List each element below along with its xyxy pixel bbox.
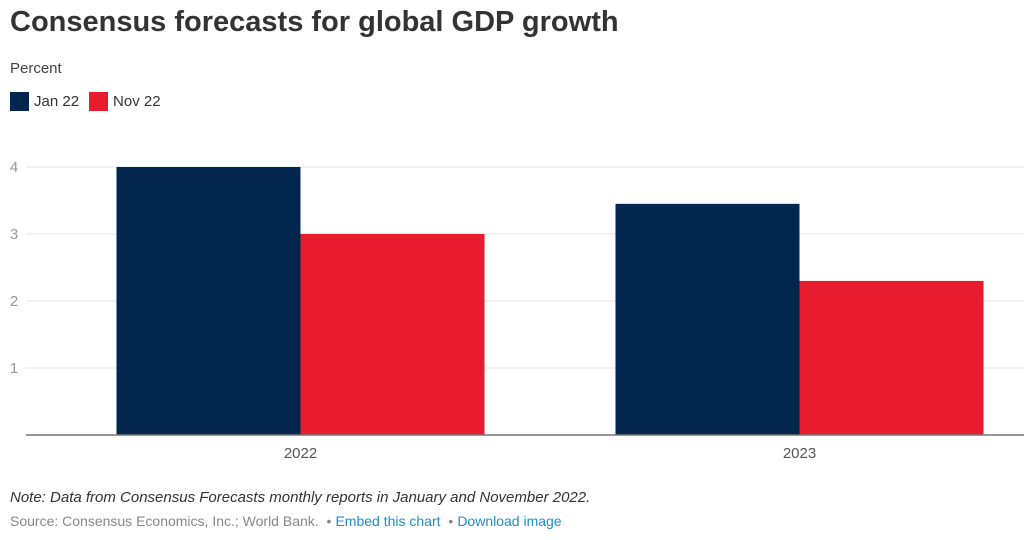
separator: • [448, 513, 454, 529]
legend-label-nov22: Nov 22 [113, 93, 161, 110]
x-tick-label: 2022 [284, 445, 317, 462]
bar-nov22-2022 [300, 234, 485, 435]
y-tick-label: 3 [10, 226, 18, 243]
chart-note: Note: Data from Consensus Forecasts mont… [10, 489, 591, 506]
source-text: Source: Consensus Economics, Inc.; World… [10, 513, 319, 529]
separator: • [326, 513, 332, 529]
legend-label-jan22: Jan 22 [34, 93, 80, 110]
y-tick-label: 1 [10, 360, 18, 377]
bar-jan22-2022 [116, 167, 301, 435]
legend-item-nov22: Nov 22 [89, 92, 161, 111]
bar-nov22-2023 [799, 280, 984, 435]
legend: Jan 22 Nov 22 [10, 92, 171, 111]
bar-jan22-2023 [615, 203, 800, 435]
legend-item-jan22: Jan 22 [10, 92, 79, 111]
chart-subtitle: Percent [10, 60, 62, 77]
legend-swatch-nov22 [89, 92, 109, 111]
y-tick-label: 4 [10, 159, 18, 176]
y-tick-label: 2 [10, 293, 18, 310]
chart-title: Consensus forecasts for global GDP growt… [10, 6, 619, 38]
download-image-link[interactable]: Download image [457, 513, 562, 529]
chart-source: Source: Consensus Economics, Inc.; World… [10, 513, 562, 529]
x-tick-label: 2023 [783, 445, 816, 462]
legend-swatch-jan22 [10, 92, 29, 111]
embed-chart-link[interactable]: Embed this chart [335, 513, 441, 529]
